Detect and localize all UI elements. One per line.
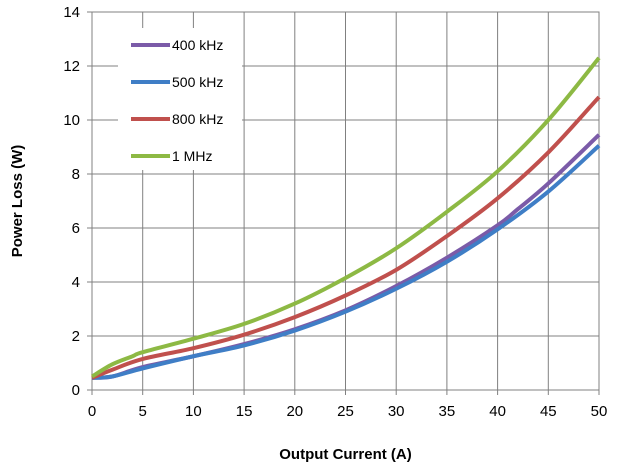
y-tick-label: 6 xyxy=(72,220,80,237)
legend-label: 1 MHz xyxy=(172,148,212,164)
legend-background xyxy=(118,28,242,170)
x-tick-label: 25 xyxy=(337,403,354,420)
x-tick-labels: 0 5 10 15 20 25 30 35 40 45 50 xyxy=(88,390,608,420)
legend-label: 400 kHz xyxy=(172,37,223,53)
y-tick-label: 12 xyxy=(63,58,80,75)
x-tick-label: 20 xyxy=(286,403,303,420)
x-tick-label: 40 xyxy=(489,403,506,420)
y-tick-label: 14 xyxy=(63,4,80,21)
y-tick-labels: 0 2 4 6 8 10 12 14 xyxy=(63,4,92,399)
series-line-1-mhz xyxy=(90,56,601,379)
y-tick-label: 10 xyxy=(63,112,80,129)
legend-item: 800 kHz xyxy=(131,111,223,127)
y-axis-title: Power Loss (W) xyxy=(9,145,26,258)
legend-item: 500 kHz xyxy=(131,74,223,90)
x-tick-label: 50 xyxy=(591,403,608,420)
y-tick-label: 4 xyxy=(72,274,80,291)
legend-item: 1 MHz xyxy=(131,148,212,164)
legend-label: 500 kHz xyxy=(172,74,223,90)
series-layer xyxy=(90,56,601,380)
x-tick-label: 0 xyxy=(88,403,96,420)
x-tick-label: 35 xyxy=(439,403,456,420)
legend: 400 kHz 500 kHz 800 kHz 1 MHz xyxy=(118,28,242,170)
legend-label: 800 kHz xyxy=(172,111,223,127)
y-tick-label: 8 xyxy=(72,166,80,183)
x-tick-label: 5 xyxy=(139,403,147,420)
x-tick-label: 10 xyxy=(185,403,202,420)
y-tick-label: 2 xyxy=(72,328,80,345)
y-tick-label: 0 xyxy=(72,382,80,399)
legend-item: 400 kHz xyxy=(131,37,223,53)
x-axis-title: Output Current (A) xyxy=(279,446,411,463)
series-line-800-khz xyxy=(91,95,601,380)
x-tick-label: 45 xyxy=(540,403,557,420)
x-tick-label: 15 xyxy=(236,403,253,420)
x-tick-label: 30 xyxy=(388,403,405,420)
series-line-500-khz xyxy=(91,144,601,380)
